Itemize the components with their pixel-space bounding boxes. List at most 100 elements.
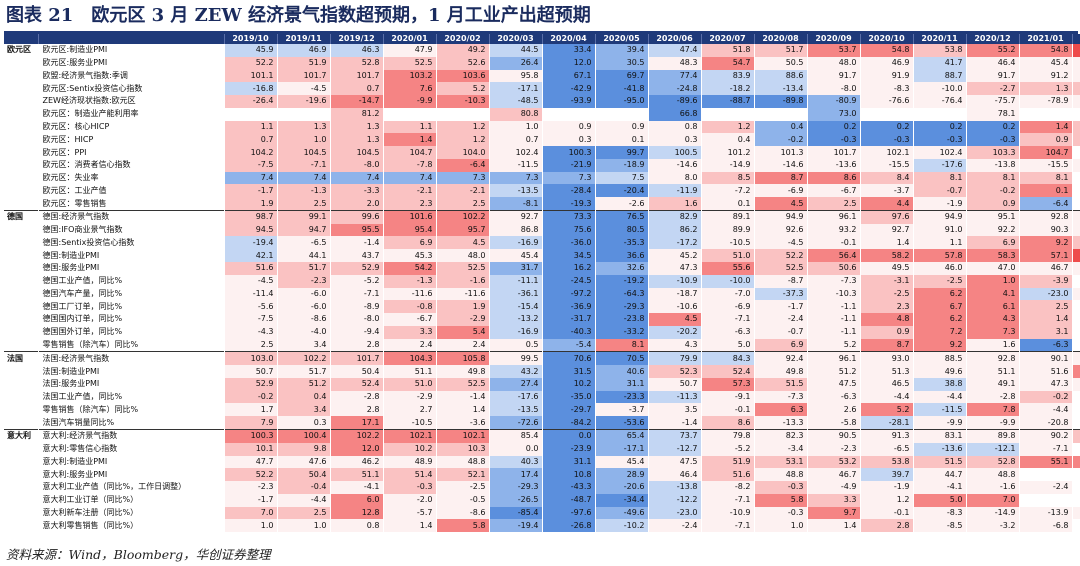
value-cell: 8.6: [807, 171, 861, 185]
value-cell: 96.1: [807, 209, 861, 224]
value-cell: 52.2: [754, 249, 808, 263]
value-cell: 0.7: [330, 82, 384, 96]
value-cell: 0.7: [489, 133, 543, 147]
value-cell: 0.5: [489, 338, 543, 352]
value-cell: 55.6: [701, 262, 755, 275]
value-cell: -88.7: [701, 95, 755, 108]
value-cell: 53.2: [807, 455, 861, 469]
value-cell: -14.9: [966, 506, 1020, 520]
value-cell: -76.4: [913, 95, 967, 108]
value-cell: 1.0: [754, 519, 808, 533]
value-cell: 47.0: [966, 262, 1020, 275]
value-cell: 52.9: [330, 262, 384, 275]
value-cell: 52.5: [436, 262, 490, 275]
value-cell: 44.1: [277, 249, 331, 263]
value-cell: 47.5: [648, 455, 702, 469]
table-row: 法国工业产值，同比% -0.2 0.4 -2.8 -2.9 -1.4 -17.6 -35.0-…: [4, 390, 1080, 404]
value-cell: 92.8: [1019, 209, 1073, 224]
value-cell: 32.6: [595, 262, 649, 275]
value-cell: -8.0: [807, 82, 861, 96]
value-cell: 95.8: [489, 69, 543, 83]
value-cell: [1072, 442, 1080, 456]
value-cell: 92.7: [860, 223, 914, 237]
group-label: [4, 287, 39, 301]
value-cell: 6.0: [330, 493, 384, 507]
group-label: 欧元区: [4, 44, 39, 57]
value-cell: 51.6: [224, 262, 278, 275]
value-cell: 102.1: [860, 146, 914, 159]
value-cell: 5.2: [436, 82, 490, 96]
value-cell: -6.3: [1019, 338, 1073, 352]
value-cell: [754, 107, 808, 121]
value-cell: 48.8: [436, 455, 490, 469]
value-cell: 46.4: [648, 468, 702, 482]
value-cell: -97.6: [542, 506, 596, 520]
value-cell: 0.0: [489, 442, 543, 456]
value-cell: 45.7: [1072, 262, 1080, 275]
value-cell: 47.3: [648, 262, 702, 275]
value-cell: 7.4: [277, 171, 331, 185]
value-cell: 1.1: [913, 236, 967, 250]
value-cell: 53.8: [913, 44, 967, 57]
value-cell: 54.2: [383, 262, 437, 275]
value-cell: 1.2: [436, 120, 490, 134]
value-cell: 49.2: [436, 44, 490, 57]
value-cell: 103.3: [966, 146, 1020, 159]
value-cell: -7.1: [330, 287, 384, 301]
value-cell: -35.3: [595, 236, 649, 250]
value-cell: [1072, 325, 1080, 339]
column-header: 2020/04: [542, 34, 596, 44]
column-header: 2020/12: [966, 34, 1020, 44]
value-cell: 91.3: [860, 428, 914, 443]
value-cell: -6.5: [277, 236, 331, 250]
value-cell: -10.2: [595, 519, 649, 533]
value-cell: 1.6: [966, 338, 1020, 352]
value-cell: -35.0: [542, 390, 596, 404]
value-cell: -3.7: [595, 403, 649, 417]
value-cell: 5.2: [807, 338, 861, 352]
value-cell: 104.2: [224, 146, 278, 159]
value-cell: 52.4: [701, 365, 755, 378]
value-cell: 51.7: [277, 365, 331, 378]
indicator-name: 德国:制造业PMI: [38, 249, 225, 263]
group-label: [4, 442, 39, 456]
indicator-name: ZEW经济现状指数:欧元区: [38, 95, 225, 108]
table-row: 法国:制造业PMI 50.7 51.7 50.4 51.1 49.8 43.2 31.5 40.…: [4, 365, 1080, 378]
value-cell: -74.6: [1072, 95, 1080, 108]
value-cell: -23.0: [1019, 287, 1073, 301]
group-label: [4, 313, 39, 326]
value-cell: -48.7: [542, 493, 596, 507]
value-cell: 1.4: [436, 403, 490, 417]
value-cell: 10.1: [224, 442, 278, 456]
value-cell: 45.9: [224, 44, 278, 57]
value-cell: -10.6: [648, 300, 702, 314]
value-cell: 91.2: [1019, 69, 1073, 83]
value-cell: -10.3: [436, 95, 490, 108]
value-cell: 0.9: [966, 197, 1020, 211]
header-row: 2019/10 2019/11 2019/12 2020/01 2020/02 2020/…: [4, 34, 1080, 44]
value-cell: -3.6: [436, 416, 490, 430]
value-cell: -53.6: [595, 416, 649, 430]
value-cell: 2.8: [860, 519, 914, 533]
value-cell: 92.2: [966, 223, 1020, 237]
value-cell: -18.7: [648, 287, 702, 301]
group-label: [4, 493, 39, 507]
value-cell: -0.1: [807, 236, 861, 250]
value-cell: 47.3: [1019, 377, 1073, 391]
value-cell: -2.9: [383, 390, 437, 404]
value-cell: -2.7: [966, 82, 1020, 96]
value-cell: -17.2: [648, 236, 702, 250]
value-cell: -6.3: [701, 325, 755, 339]
indicator-name: 德国工业产值，同比%: [38, 274, 225, 288]
value-cell: 7.3: [542, 171, 596, 185]
column-header: 2020/09: [807, 34, 861, 44]
value-cell: 51.0: [701, 249, 755, 263]
table-row: 欧元区:服务业PMI 52.2 51.9 52.8 52.5 52.6 26.4 12.0 30…: [4, 56, 1080, 70]
value-cell: 31.7: [489, 262, 543, 275]
value-cell: 4.4: [860, 197, 914, 211]
value-cell: 7.4: [224, 171, 278, 185]
value-cell: 31.1: [595, 377, 649, 391]
indicator-name: 欧元区:制造业PMI: [38, 44, 225, 57]
value-cell: -26.5: [489, 493, 543, 507]
value-cell: -8.1: [489, 197, 543, 211]
